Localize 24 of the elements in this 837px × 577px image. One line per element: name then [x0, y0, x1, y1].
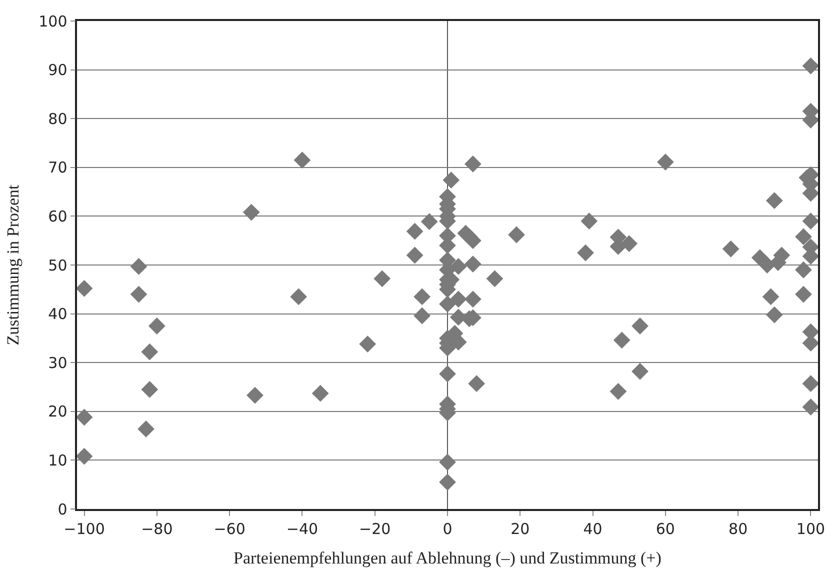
y-tick-label: 60	[48, 207, 68, 226]
y-tick-label: 70	[48, 158, 68, 177]
y-tick-label: 20	[48, 402, 68, 421]
y-tick-label: 40	[48, 305, 68, 324]
x-tick-label: 40	[583, 520, 602, 538]
x-tick-label: 60	[656, 520, 675, 538]
y-tick-label: 0	[58, 500, 68, 518]
x-axis-title: Parteienempfehlungen auf Ablehnung (–) und Zustimmung (+)	[234, 548, 662, 568]
x-tick-label: −20	[359, 520, 391, 538]
y-tick-label: 10	[48, 451, 68, 470]
x-tick-label: −100	[64, 520, 105, 538]
x-tick-label: 100	[796, 520, 826, 538]
x-tick-label: 0	[442, 520, 452, 538]
y-tick-label: 50	[48, 256, 68, 274]
x-tick-label: 20	[510, 520, 530, 538]
y-tick-label: 30	[48, 354, 68, 372]
y-tick-label: 80	[48, 110, 68, 128]
y-tick-label: 100	[38, 12, 68, 30]
x-tick-label: −80	[141, 520, 173, 538]
x-tick-label: 80	[728, 520, 748, 538]
x-tick-label: −60	[214, 520, 246, 538]
y-tick-label: 90	[48, 61, 68, 80]
y-axis-title: Zustimmung in Prozent	[4, 184, 23, 346]
x-tick-label: −40	[286, 520, 318, 538]
